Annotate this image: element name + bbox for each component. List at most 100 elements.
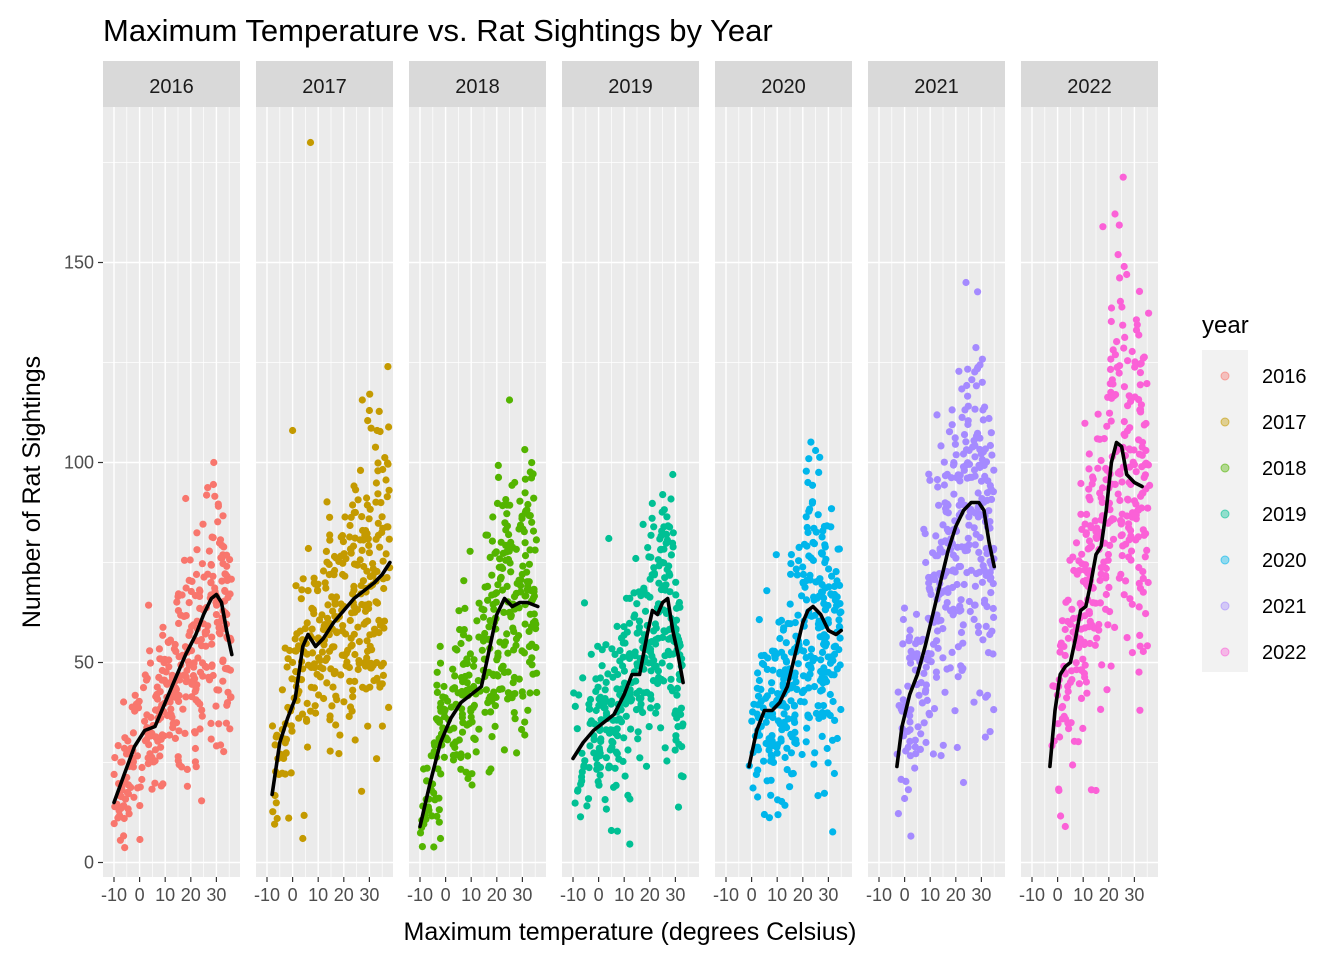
data-point (906, 626, 914, 634)
data-point (633, 660, 641, 668)
data-point (219, 560, 227, 568)
data-point (209, 480, 217, 489)
data-point (1093, 634, 1101, 642)
data-point (315, 654, 323, 662)
data-point (515, 632, 523, 640)
data-point (829, 697, 837, 706)
data-point (608, 697, 616, 705)
data-point (435, 794, 443, 802)
data-point (1078, 550, 1086, 558)
data-point (379, 659, 387, 668)
data-point (328, 593, 336, 601)
data-point (146, 647, 154, 655)
data-point (826, 690, 834, 699)
data-point (175, 619, 183, 628)
data-point (662, 530, 670, 539)
data-point (792, 565, 800, 573)
data-point (456, 626, 464, 634)
data-point (1104, 621, 1112, 629)
data-point (1063, 694, 1071, 702)
data-point (810, 524, 818, 532)
gridlines (1021, 107, 1158, 877)
data-point (436, 834, 445, 843)
data-point (804, 478, 812, 487)
data-point (527, 474, 536, 482)
data-point (208, 633, 216, 641)
data-point (288, 727, 296, 735)
data-point (754, 692, 763, 700)
data-point (525, 560, 534, 568)
legend-entry-2020: 2020 (1220, 550, 1307, 572)
data-point (153, 695, 162, 703)
data-point (778, 726, 786, 734)
data-point (929, 750, 938, 758)
data-point (308, 625, 316, 633)
data-point (180, 671, 188, 679)
data-point (979, 562, 987, 570)
data-point (281, 739, 289, 747)
data-point (345, 712, 353, 721)
data-point (956, 607, 964, 615)
data-point (1110, 391, 1118, 399)
data-point (504, 649, 512, 657)
data-point (812, 709, 821, 718)
data-point (986, 630, 994, 639)
data-point (1141, 553, 1149, 561)
legend-entry-2018: 2018 (1220, 458, 1307, 480)
data-point (191, 592, 199, 600)
data-point (433, 688, 441, 697)
data-point (439, 693, 447, 701)
data-point (662, 539, 670, 547)
data-point (803, 724, 811, 732)
data-point (492, 598, 500, 606)
data-point (817, 656, 825, 664)
data-point (350, 586, 358, 594)
data-point (366, 390, 374, 398)
data-point (381, 454, 389, 462)
data-point (959, 621, 967, 629)
smooth-line-2021 (895, 500, 996, 769)
data-point (1132, 500, 1140, 508)
data-point (817, 623, 825, 631)
data-point (1132, 316, 1140, 324)
data-point (830, 769, 839, 778)
data-point (1137, 408, 1145, 416)
data-point (664, 647, 672, 656)
data-point (301, 625, 309, 633)
data-point (673, 684, 682, 693)
gridlines (256, 107, 393, 877)
data-point (175, 691, 183, 700)
data-point (1066, 620, 1074, 628)
data-point (178, 591, 186, 599)
data-point (1136, 706, 1144, 714)
data-point (221, 570, 229, 578)
data-point (814, 511, 822, 519)
data-point (451, 684, 459, 692)
data-point (1127, 527, 1135, 535)
data-point (768, 687, 776, 695)
data-point (655, 673, 663, 682)
data-point (982, 569, 990, 577)
panel-background (868, 107, 1005, 877)
data-point (821, 541, 829, 549)
data-point (971, 582, 980, 590)
data-point (521, 718, 529, 726)
data-point (136, 835, 144, 844)
data-point (1081, 673, 1089, 681)
data-point (1131, 393, 1139, 401)
data-point (500, 746, 508, 754)
data-point (346, 533, 354, 541)
data-point (366, 683, 374, 691)
data-point (798, 592, 806, 600)
data-point (787, 551, 796, 559)
data-point (348, 609, 356, 617)
data-point (978, 578, 987, 586)
data-point (202, 642, 210, 650)
data-point (493, 671, 501, 679)
data-point (167, 705, 175, 713)
x-tick-label: -10 (1019, 885, 1045, 905)
data-point (926, 711, 934, 719)
data-point (617, 706, 625, 714)
data-point (486, 553, 494, 562)
data-point (373, 674, 381, 683)
